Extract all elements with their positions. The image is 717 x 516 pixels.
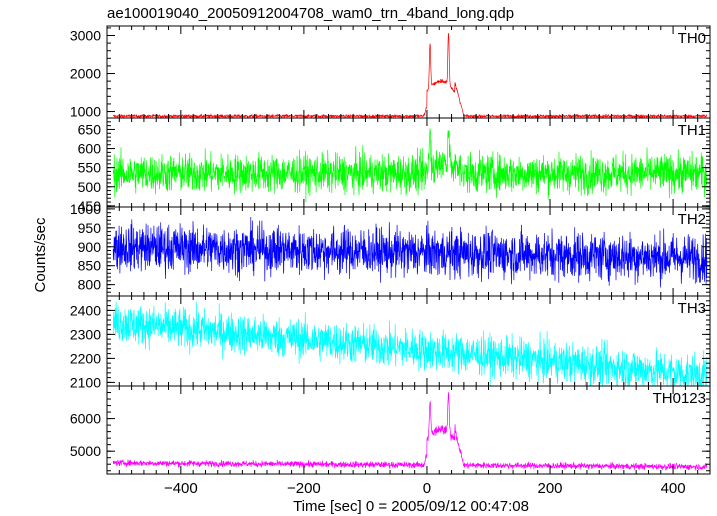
panel-th3: 2100 2200 2300 2400 TH3 [70, 295, 711, 390]
y-tick-label: 2200 [70, 350, 101, 366]
y-tick-label: 6000 [70, 411, 101, 427]
y-tick-label: 450 [78, 198, 102, 214]
y-tick-label: 800 [78, 277, 102, 293]
y-tick-label: 950 [78, 220, 102, 236]
y-tick-label: 1000 [70, 201, 101, 217]
panel-label: TH0123 [653, 390, 706, 407]
panel-th2: 800 850 900 950 1000 TH2 [70, 201, 711, 297]
y-tick-label: 2100 [70, 374, 101, 390]
y-tick-label: 5000 [70, 443, 101, 459]
chart-title: ae100019040_20050912004708_wam0_trn_4ban… [107, 5, 514, 22]
series-line-th3 [112, 301, 708, 386]
x-tick-label: 400 [661, 480, 686, 497]
y-tick-label: 3000 [70, 28, 101, 44]
panel-label: TH2 [678, 211, 706, 228]
y-tick-label: 2300 [70, 326, 101, 342]
x-axis: −400 −200 0 200 400 [164, 480, 686, 497]
x-tick-label: 200 [538, 480, 563, 497]
series-line-th0 [112, 32, 708, 118]
y-tick-label: 2400 [70, 302, 101, 318]
x-tick-label: −400 [164, 480, 198, 497]
y-tick-label: 2000 [70, 66, 101, 82]
panel-label: TH0 [678, 30, 706, 47]
panel-frame [106, 385, 711, 475]
x-tick-label: 0 [423, 480, 431, 497]
x-tick-label: −200 [287, 480, 321, 497]
panel-th1: 450 500 550 600 650 TH1 [78, 117, 711, 214]
y-tick-label: 500 [78, 179, 102, 195]
y-tick-label: 850 [78, 258, 102, 274]
y-tick-label: 650 [78, 121, 102, 137]
series-line-th2 [112, 216, 708, 288]
panel-label: TH3 [678, 300, 706, 317]
y-tick-label: 900 [78, 239, 102, 255]
panel-th0123: 5000 6000 TH0123 [70, 385, 711, 475]
series-line-th0123 [112, 392, 708, 471]
panel-label: TH1 [678, 122, 706, 139]
y-tick-label: 550 [78, 160, 102, 176]
panel-th0: 1000 2000 3000 TH0 [70, 25, 711, 120]
series-line-th1 [112, 127, 708, 203]
y-tick-label: 600 [78, 141, 102, 157]
panels-layer: 1000 2000 3000 TH0 450 500 550 600 650 TH1 800 850 9… [70, 25, 711, 475]
y-tick-label: 1000 [70, 104, 101, 120]
panel-frame [106, 25, 711, 119]
x-axis-label: Time [sec] 0 = 2005/09/12 00:47:08 [293, 498, 529, 515]
y-axis-label: Counts/sec [32, 217, 49, 293]
